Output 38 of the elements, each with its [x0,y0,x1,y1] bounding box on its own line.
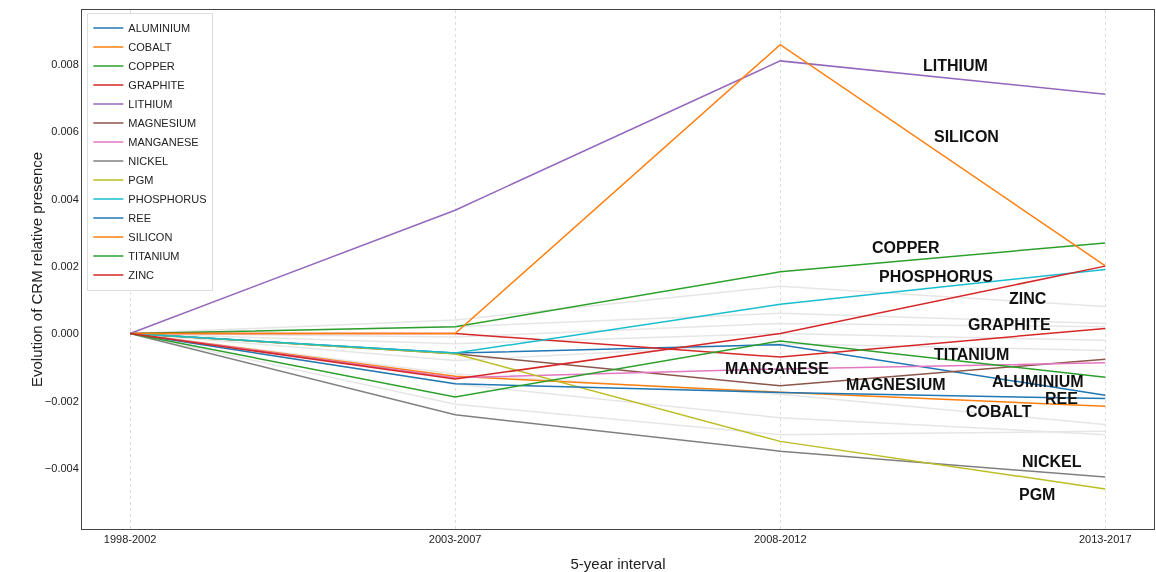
text: SILICON [934,128,999,145]
y-axis-title: Evolution of CRM relative presence [28,151,45,388]
legend-label: TITANIUM [128,250,180,263]
y-tick-label: 0.008 [51,57,79,70]
legend-label: COBALT [128,41,172,54]
text: PHOSPHORUS [879,268,993,285]
text: ZINC [1009,290,1047,307]
legend-label: MANGANESE [128,136,199,149]
x-tick-label: 2003-2007 [428,533,482,546]
y-tick-label: −0.004 [44,462,79,475]
text: PGM [1019,486,1056,503]
legend-label: GRAPHITE [128,79,185,92]
legend-label: ZINC [128,269,155,282]
legend-label: COPPER [128,60,175,73]
legend-label: SILICON [128,231,173,244]
text: COBALT [966,403,1032,420]
text: MAGNESIUM [846,376,946,393]
y-tick-label: 0.004 [51,192,79,205]
x-axis-title: 5-year interval [570,555,666,572]
text: TITANIUM [934,346,1010,363]
x-tick-label: 2013-2017 [1078,533,1132,546]
y-tick-label: 0.006 [51,125,79,138]
legend-label: MAGNESIUM [128,117,197,130]
legend-label: PGM [128,174,154,187]
text: LITHIUM [923,57,988,74]
text: GRAPHITE [968,316,1051,333]
y-tick-label: 0.002 [51,259,79,272]
y-tick-label: 0.000 [51,327,79,340]
y-tick-label: −0.002 [44,394,79,407]
x-tick-label: 2008-2012 [753,533,807,546]
legend-label: ALUMINIUM [128,22,191,35]
x-tick-label: 1998-2002 [103,533,157,546]
text: COPPER [872,239,940,256]
legend-label: PHOSPHORUS [128,193,207,206]
text: NICKEL [1022,453,1082,470]
legend-label: LITHIUM [128,98,173,111]
legend-label: NICKEL [128,155,169,168]
legend-label: REE [128,212,151,225]
